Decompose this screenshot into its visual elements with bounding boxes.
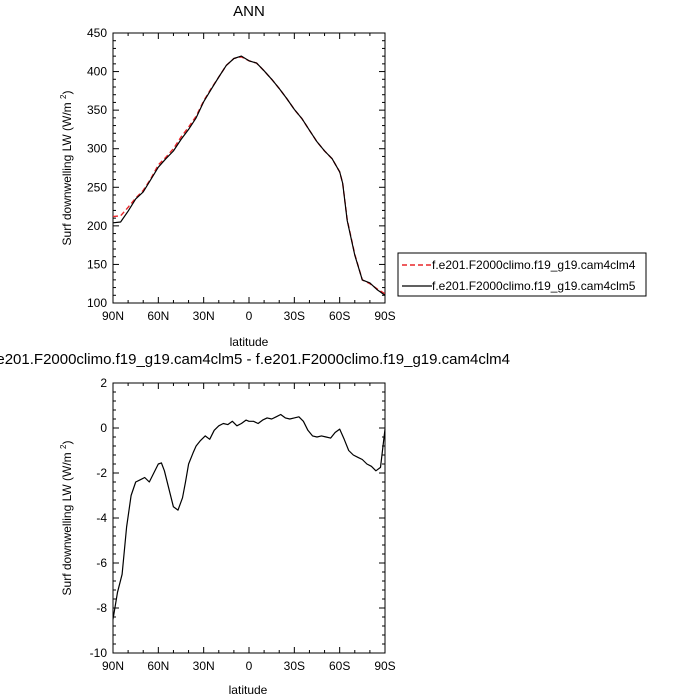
- bottom-y-axis: -10 -8 -6 -4 -2 0 2: [90, 376, 385, 660]
- bottom-y-tick-label: -2: [96, 466, 107, 480]
- superscript-two: 2: [59, 94, 68, 99]
- top-x-axis-label: latitude: [230, 335, 269, 349]
- bottom-x-tick-label: 0: [246, 659, 253, 673]
- top-y-tick-label: 100: [87, 296, 107, 310]
- top-plot-frame: [112, 32, 386, 304]
- bottom-x-tick-label: 60S: [329, 659, 350, 673]
- top-x-tick-label: 90S: [374, 309, 395, 323]
- bottom-panel: f.e201.F2000climo.f19_g19.cam4clm5 - f.e…: [0, 351, 510, 697]
- top-y-tick-label: 450: [87, 26, 107, 40]
- top-x-tick-label: 90N: [102, 309, 124, 323]
- bottom-x-axis: 90N 60N 30N 0 30S 60S 90S: [102, 383, 396, 673]
- bottom-plot-frame: [112, 382, 386, 654]
- top-x-axis: 90N 60N 30N 0 30S 60S 90S: [102, 33, 396, 323]
- bottom-y-axis-label: Surf downwelling LW (W/m 2): [59, 441, 74, 596]
- bottom-x-tick-label: 30S: [284, 659, 305, 673]
- y-axis-label-tail: ): [60, 441, 74, 445]
- top-y-tick-label: 300: [87, 142, 107, 156]
- top-chart-title: ANN: [233, 3, 265, 20]
- legend-box: [397, 252, 647, 297]
- top-plot-area: 90N 60N 30N 0 30S 60S 90S 100 150 200 250 300 350 400…: [87, 26, 396, 323]
- top-y-tick-label: 150: [87, 257, 107, 271]
- legend-label-cam4clm5: f.e201.F2000climo.f19_g19.cam4clm5: [432, 279, 636, 293]
- top-x-tick-label: 30S: [284, 309, 305, 323]
- bottom-y-tick-label: 0: [100, 421, 107, 435]
- top-series-line-cam4clm5: [112, 55, 386, 296]
- top-x-tick-label: 60S: [329, 309, 350, 323]
- top-y-axis-label-text: Surf downwelling LW (W/m: [60, 102, 74, 245]
- top-y-axis: 100 150 200 250 300 350 400 450: [87, 26, 385, 310]
- bottom-x-tick-label: 90S: [374, 659, 395, 673]
- bottom-plot-area: 90N 60N 30N 0 30S 60S 90S -10 -8 -6 -4 -2 0 2: [90, 376, 396, 673]
- top-y-tick-label: 250: [87, 180, 107, 194]
- legend-label-cam4clm4: f.e201.F2000climo.f19_g19.cam4clm4: [432, 258, 636, 272]
- bottom-x-tick-label: 90N: [102, 659, 124, 673]
- bottom-y-tick-label: 2: [100, 376, 107, 390]
- top-x-tick-label: 30N: [193, 309, 215, 323]
- superscript-two: 2: [59, 444, 68, 449]
- top-y-axis-label: Surf downwelling LW (W/m 2): [59, 91, 74, 246]
- top-panel: ANN 90N 60N 30N 0 30S 60S 90S 100 150 200 250 300 35…: [59, 3, 647, 349]
- bottom-series-line-difference: [112, 413, 386, 620]
- top-x-tick-label: 60N: [147, 309, 169, 323]
- top-series-line-cam4clm4: [112, 56, 386, 295]
- bottom-y-tick-label: -8: [96, 601, 107, 615]
- bottom-chart-title: f.e201.F2000climo.f19_g19.cam4clm5 - f.e…: [0, 351, 510, 368]
- y-axis-label-tail: ): [60, 91, 74, 95]
- bottom-y-tick-label: -10: [90, 646, 108, 660]
- bottom-x-tick-label: 30N: [193, 659, 215, 673]
- bottom-y-tick-label: -4: [96, 511, 107, 525]
- bottom-x-tick-label: 60N: [147, 659, 169, 673]
- top-y-tick-label: 400: [87, 65, 107, 79]
- bottom-y-tick-label: -6: [96, 556, 107, 570]
- top-x-tick-label: 0: [246, 309, 253, 323]
- bottom-y-axis-label-text: Surf downwelling LW (W/m: [60, 452, 74, 595]
- bottom-x-axis-label: latitude: [229, 683, 268, 697]
- top-legend: f.e201.F2000climo.f19_g19.cam4clm4 f.e20…: [397, 252, 647, 297]
- top-y-tick-label: 200: [87, 219, 107, 233]
- top-y-tick-label: 350: [87, 103, 107, 117]
